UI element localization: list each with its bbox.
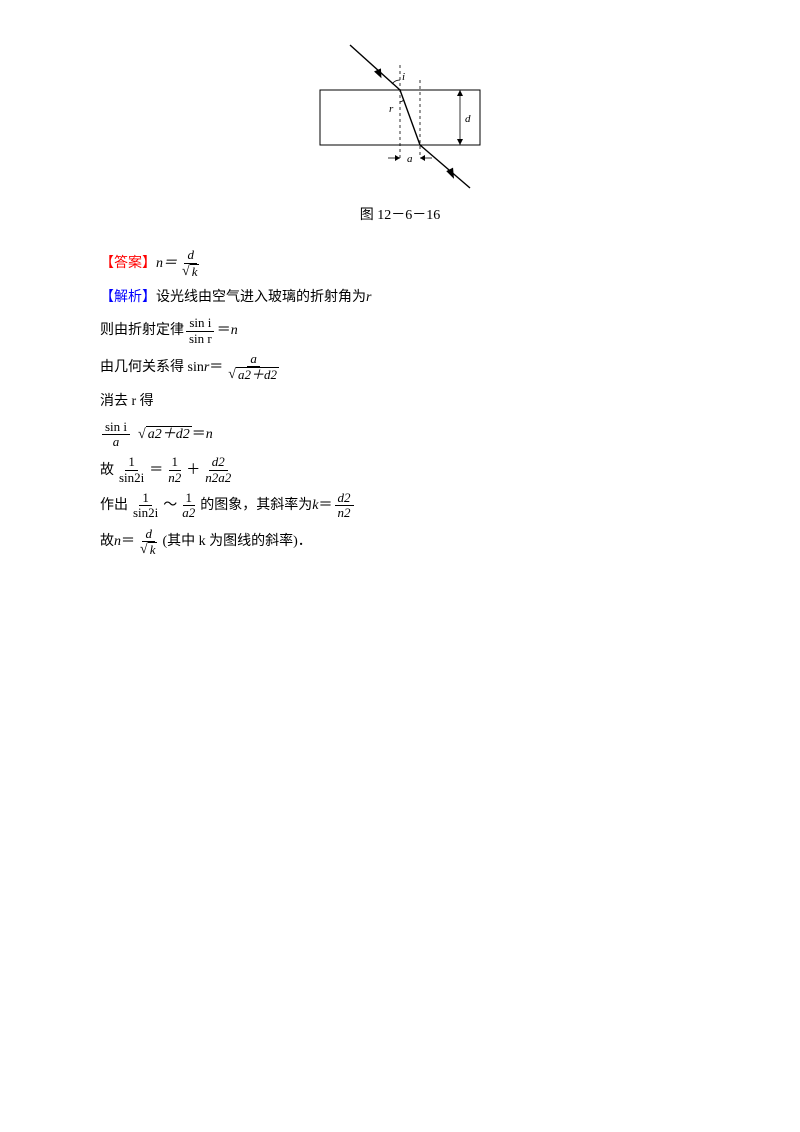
l2-eq: ＝ [217, 318, 231, 343]
l3-frac: a a2＋d2 [225, 352, 282, 383]
l5-num: sin i [102, 420, 130, 435]
analysis-line-8: 故 n ＝ d k (其中 k 为图线的斜率)． [100, 527, 700, 558]
l2-pre: 则由折射定律 [100, 318, 184, 343]
analysis-line-3: 由几何关系得 sin r ＝ a a2＋d2 [100, 352, 700, 383]
l6-f2-den: n2 [165, 471, 184, 485]
page-root: i r a d 图 12－6－16 【答案】 n＝ [0, 0, 800, 1132]
answer-tag: 【答案】 [100, 251, 156, 276]
l5-sqrt-body: a2＋d2 [146, 426, 192, 442]
l6-pre: 故 [100, 458, 114, 483]
answer-sqrt-body: k [190, 264, 200, 279]
dim-d-top-arrow [457, 90, 463, 96]
glass-rect [320, 90, 480, 145]
l7-mid: 的图象，其斜率为 [200, 493, 312, 518]
l5-eq: ＝ [192, 422, 206, 447]
analysis-line-4: 消去 r 得 [100, 389, 700, 414]
l2-frac: sin i sin r [186, 316, 215, 346]
l7-f3-den: n2 [335, 506, 354, 520]
label-d: d [465, 113, 471, 125]
analysis-line-5: sin i a a2＋d2 ＝ n [100, 420, 700, 450]
analysis-line-7: 作出 1 sin2i ～ 1 a2 的图象，其斜率为 k ＝ d2 n2 [100, 491, 700, 521]
refraction-diagram: i r a d [300, 40, 500, 199]
answer-frac-den: k [179, 264, 202, 279]
analysis-line-2: 则由折射定律 sin i sin r ＝ n [100, 316, 700, 346]
answer-eq: n＝ d k [156, 248, 204, 279]
analysis-line-6: 故 1 sin2i ＝ 1 n2 ＋ d2 n2a2 [100, 455, 700, 485]
l7-f3-num: d2 [335, 491, 354, 506]
label-r: r [389, 103, 394, 115]
l7-pre: 作出 [100, 493, 128, 518]
l8-frac: d k [137, 527, 160, 558]
dim-d-bot-arrow [457, 139, 463, 145]
answer-frac-num: d [184, 248, 197, 263]
l6-f1-den: sin2i [116, 471, 147, 485]
l3-num: a [247, 352, 260, 367]
l2-rhs: n [231, 318, 238, 343]
dim-a-right-arrow [420, 155, 425, 161]
l6-f2: 1 n2 [165, 455, 184, 485]
l7-f2-den: a2 [179, 506, 198, 520]
l3-sqrt-body: a2＋d2 [236, 367, 279, 382]
l3-eq: ＝ [209, 355, 223, 380]
l8-post: (其中 k 为图线的斜率)． [162, 529, 311, 554]
l5-sqrt: a2＋d2 [138, 422, 192, 447]
answer-prefix: n＝ [156, 251, 177, 276]
l8-sqrt: k [140, 542, 157, 557]
answer-line: 【答案】 n＝ d k [100, 248, 700, 279]
l8-eq: ＝ [121, 529, 135, 554]
figure-caption: 图 12－6－16 [100, 203, 700, 228]
l7-f3: d2 n2 [335, 491, 354, 521]
l8-sqrt-body: k [148, 542, 158, 557]
dim-a-left-arrow [395, 155, 400, 161]
l7-f1-num: 1 [139, 491, 152, 506]
l2-num: sin i [186, 316, 214, 331]
l2-den: sin r [186, 332, 215, 346]
l6-f1: 1 sin2i [116, 455, 147, 485]
l7-f1: 1 sin2i [130, 491, 161, 521]
l7-eq: ＝ [319, 493, 333, 518]
analysis-tag: 【解析】 [100, 285, 156, 310]
refracted-ray [400, 90, 420, 145]
l8-den: k [137, 542, 160, 557]
analysis-line-1: 【解析】 设光线由空气进入玻璃的折射角为 r [100, 285, 700, 310]
l7-f2-num: 1 [183, 491, 196, 506]
label-i: i [402, 71, 405, 83]
diagram-svg: i r a d [300, 40, 500, 190]
l7-tilde: ～ [163, 493, 177, 518]
answer-frac: d k [179, 248, 202, 279]
l6-f3: d2 n2a2 [202, 455, 234, 485]
l5-frac: sin i a [102, 420, 130, 450]
label-a: a [407, 153, 413, 165]
answer-sqrt: k [182, 264, 199, 279]
analysis-l1-text: 设光线由空气进入玻璃的折射角为 [156, 285, 366, 310]
l6-eq1: ＝ [149, 458, 163, 483]
l8-n: n [114, 529, 121, 554]
l8-pre: 故 [100, 529, 114, 554]
l5-rhs: n [206, 422, 213, 447]
exit-ray [420, 145, 470, 188]
l8-num: d [142, 527, 155, 542]
figure-container: i r a d [100, 40, 700, 199]
l6-f3-den: n2a2 [202, 471, 234, 485]
l6-f3-num: d2 [209, 455, 228, 470]
l3-den: a2＋d2 [225, 367, 282, 382]
l7-f2: 1 a2 [179, 491, 198, 521]
l4-text: 消去 r 得 [100, 389, 154, 414]
l5-den: a [110, 435, 123, 449]
l7-f1-den: sin2i [130, 506, 161, 520]
l3-pre: 由几何关系得 sin [100, 355, 204, 380]
l6-f2-num: 1 [169, 455, 182, 470]
analysis-l1-var: r [366, 285, 371, 310]
l3-sqrt: a2＋d2 [228, 367, 279, 382]
l6-plus: ＋ [186, 458, 200, 483]
l6-f1-num: 1 [125, 455, 138, 470]
